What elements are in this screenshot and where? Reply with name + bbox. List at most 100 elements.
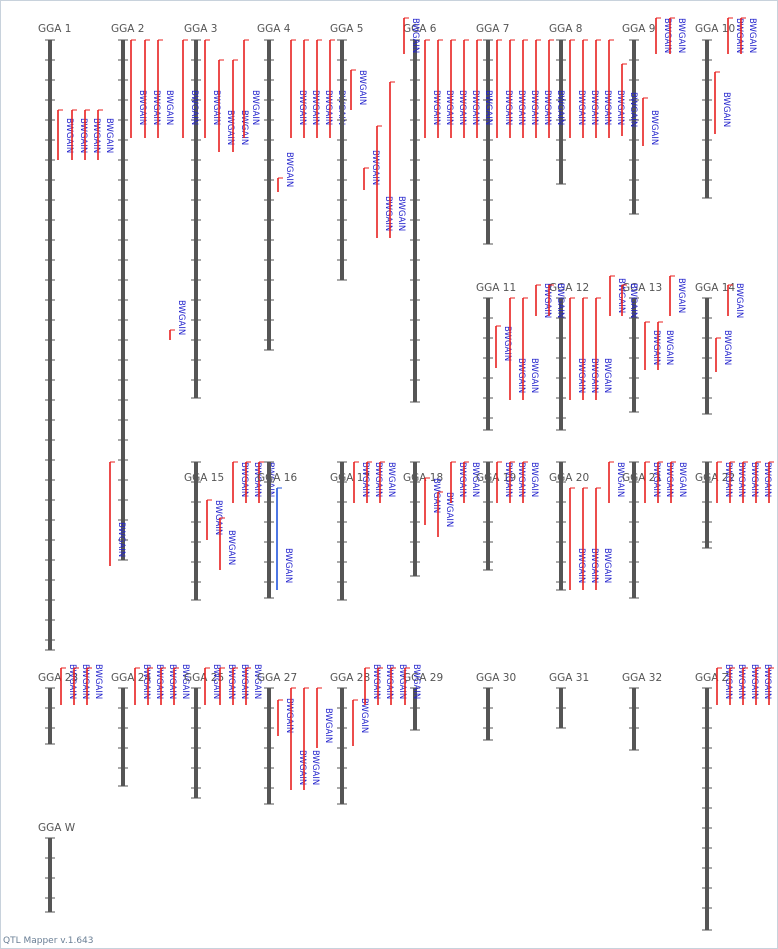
- gga-19-bar: [486, 462, 490, 570]
- gga-1-qtl-label: BWGAIN: [64, 118, 74, 153]
- gga-12-bar: [559, 298, 563, 430]
- gga-3-qtl-label: BWGAIN: [250, 90, 260, 125]
- gga-16-qtl-label: BWGAIN: [283, 548, 293, 583]
- gga-21-qtl-label: BWGAIN: [664, 462, 674, 497]
- gga-3-bar: [194, 40, 198, 398]
- gga-24-qtl-label: BWGAIN: [180, 664, 190, 699]
- gga-30-bar: [486, 688, 490, 740]
- gga-3-qtl-label: BWGAIN: [211, 90, 221, 125]
- gga-28-title: GGA 28: [330, 672, 370, 684]
- gga-11-title: GGA 11: [476, 282, 516, 294]
- gga-13-qtl-label: BWGAIN: [651, 330, 661, 365]
- gga-2-qtl-label: BWGAIN: [137, 90, 147, 125]
- gga-14-bar: [705, 298, 709, 414]
- gga-25-qtl-label: BWGAIN: [211, 664, 221, 699]
- gga-1-bar: [48, 40, 52, 650]
- gga-3-title: GGA 3: [184, 23, 217, 35]
- gga-w-title: GGA W: [38, 822, 76, 834]
- gga-w-bar: [48, 838, 52, 912]
- gga-31-title: GGA 31: [549, 672, 589, 684]
- gga-23-title: GGA 23: [38, 672, 78, 684]
- gga-z-title: GGA Z: [695, 672, 729, 684]
- gga-20-title: GGA 20: [549, 472, 589, 484]
- gga-10-title: GGA 10: [695, 23, 735, 35]
- gga-11-qtl-label: BWGAIN: [502, 326, 512, 361]
- version-label: QTL Mapper v.1.643: [3, 936, 94, 946]
- gga-28-bar: [340, 688, 344, 804]
- gga-7-qtl-label: BWGAIN: [529, 90, 539, 125]
- gga-8-qtl-label: BWGAIN: [602, 90, 612, 125]
- gga-7-qtl-label: BWGAIN: [503, 90, 513, 125]
- gga-23-qtl-label: BWGAIN: [93, 664, 103, 699]
- gga-23-qtl-label: BWGAIN: [80, 664, 90, 699]
- gga-25-title: GGA 25: [184, 672, 224, 684]
- gga-20-qtl-label: BWGAIN: [615, 462, 625, 497]
- gga-25-qtl-label: BWGAIN: [239, 664, 249, 699]
- gga-1-qtl-label: BWGAIN: [78, 118, 88, 153]
- gga-2-qtl-label: BWGAIN: [151, 90, 161, 125]
- gga-z-qtl-label: BWGAIN: [775, 664, 778, 699]
- gga-3-qtl-label: BWGAIN: [189, 90, 199, 125]
- gga-28-qtl-label: BWGAIN: [397, 664, 407, 699]
- gga-27-qtl-label: BWGAIN: [284, 698, 294, 733]
- gga-13-title: GGA 13: [622, 282, 662, 294]
- gga-28-qtl-label: BWGAIN: [359, 698, 369, 733]
- gga-15-qtl-label: BWGAIN: [226, 530, 236, 565]
- gga-20-qtl-label: BWGAIN: [589, 548, 599, 583]
- gga-9-qtl-label: BWGAIN: [662, 18, 672, 53]
- gga-32-title: GGA 32: [622, 672, 662, 684]
- gga-8-qtl-label: BWGAIN: [576, 90, 586, 125]
- gga-17-bar: [340, 462, 344, 600]
- gga-22-qtl-label: BWGAIN: [736, 462, 746, 497]
- gga-22-qtl-label: BWGAIN: [775, 462, 778, 497]
- gga-28-qtl-label: BWGAIN: [371, 664, 381, 699]
- gga-24-qtl-label: BWGAIN: [141, 664, 151, 699]
- gga-13-qtl-label: BWGAIN: [616, 278, 626, 313]
- gga-10-qtl-label: BWGAIN: [721, 92, 731, 127]
- gga-z-qtl-label: BWGAIN: [736, 664, 746, 699]
- gga-7-qtl-label: BWGAIN: [542, 90, 552, 125]
- gga-11-qtl-label: BWGAIN: [529, 358, 539, 393]
- gga-4-qtl-label: BWGAIN: [310, 90, 320, 125]
- gga-7-qtl-label: BWGAIN: [516, 90, 526, 125]
- gga-22-qtl-label: BWGAIN: [762, 462, 772, 497]
- gga-5-qtl-label: BWGAIN: [383, 196, 393, 231]
- gga-15-qtl-label: BWGAIN: [252, 462, 262, 497]
- gga-30-title: GGA 30: [476, 672, 516, 684]
- gga-9-title: GGA 9: [622, 23, 655, 35]
- gga-2-qtl-label: BWGAIN: [164, 90, 174, 125]
- gga-5-qtl-label: BWGAIN: [396, 196, 406, 231]
- gga-15-title: GGA 15: [184, 472, 224, 484]
- gga-5-qtl-label: BWGAIN: [370, 150, 380, 185]
- gga-4-qtl-label: BWGAIN: [284, 152, 294, 187]
- gga-4-qtl-label: BWGAIN: [297, 90, 307, 125]
- gga-4-qtl-label: BWGAIN: [323, 90, 333, 125]
- gga-19-qtl-label: BWGAIN: [503, 462, 513, 497]
- gga-23-bar: [48, 688, 52, 744]
- gga-4-title: GGA 4: [257, 23, 291, 35]
- gga-15-qtl-label: BWGAIN: [213, 500, 223, 535]
- gga-19-qtl-label: BWGAIN: [529, 462, 539, 497]
- gga-6-qtl-label: BWGAIN: [457, 90, 467, 125]
- gga-24-qtl-label: BWGAIN: [154, 664, 164, 699]
- gga-18-qtl-label: BWGAIN: [444, 492, 454, 527]
- gga-15-bar: [194, 462, 198, 600]
- gga-2-qtl-label: BWGAIN: [116, 522, 126, 557]
- gga-25-qtl-label: BWGAIN: [252, 664, 262, 699]
- gga-17-qtl-label: BWGAIN: [360, 462, 370, 497]
- gga-20-qtl-label: BWGAIN: [576, 548, 586, 583]
- gga-27-qtl-label: BWGAIN: [297, 750, 307, 785]
- gga-25-qtl-label: BWGAIN: [226, 664, 236, 699]
- gga-8-qtl-label: BWGAIN: [589, 90, 599, 125]
- gga-8-qtl-label: BWGAIN: [615, 90, 625, 125]
- gga-14-qtl-label: BWGAIN: [722, 330, 732, 365]
- gga-3-qtl-label: BWGAIN: [176, 300, 186, 335]
- gga-25-bar: [194, 688, 198, 798]
- gga-6-qtl-label: BWGAIN: [431, 90, 441, 125]
- gga-17-qtl-label: BWGAIN: [386, 462, 396, 497]
- gga-18-qtl-label: BWGAIN: [457, 462, 467, 497]
- gga-11-qtl-label: BWGAIN: [542, 283, 552, 318]
- gga-14-qtl-label: BWGAIN: [734, 283, 744, 318]
- gga-z-qtl-label: BWGAIN: [762, 664, 772, 699]
- gga-8-qtl-label: BWGAIN: [555, 90, 565, 125]
